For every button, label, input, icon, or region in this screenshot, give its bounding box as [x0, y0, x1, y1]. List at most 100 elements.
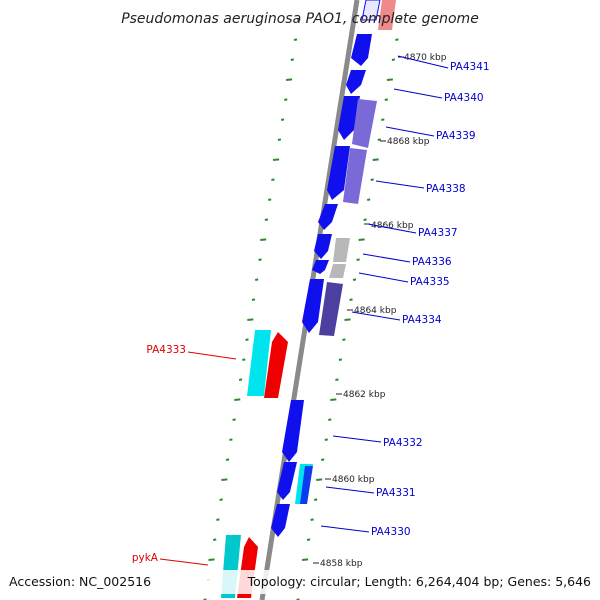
cds-feature[interactable] — [329, 264, 346, 278]
gene-label-pa4335[interactable]: PA4335 — [410, 276, 450, 288]
leader-line — [325, 486, 375, 494]
leader-line — [320, 525, 370, 533]
gc-dot — [356, 258, 360, 261]
gc-dot — [293, 38, 298, 41]
gc-dot — [328, 418, 332, 421]
tick-label: 4858 kbp — [320, 559, 363, 569]
gene-label-pa4341[interactable]: PA4341 — [450, 61, 490, 73]
gc-dot — [264, 218, 269, 221]
cds-feature[interactable] — [271, 504, 290, 537]
gc-dot — [349, 298, 353, 301]
gc-dot — [358, 238, 365, 241]
gc-dot — [367, 198, 371, 201]
feature-track — [221, 0, 396, 598]
gene-label-pa4334[interactable]: PA4334 — [402, 314, 442, 326]
cds-feature-reverse[interactable] — [247, 330, 271, 396]
leader-line — [159, 558, 209, 566]
gc-dot — [232, 418, 236, 421]
gene-label-pa4340[interactable]: PA4340 — [444, 92, 484, 104]
tick-label: 4866 kbp — [371, 221, 414, 231]
cds-feature[interactable] — [338, 96, 360, 140]
cds-feature[interactable] — [300, 466, 313, 504]
gc-dot — [321, 458, 325, 461]
gc-dot — [324, 438, 328, 441]
cds-feature[interactable] — [343, 148, 367, 204]
tick-label: 4862 kbp — [343, 390, 386, 400]
gc-dot — [258, 258, 262, 261]
leader-line — [358, 272, 409, 283]
gc-dot — [213, 538, 217, 541]
gc-dot — [234, 398, 241, 401]
cds-feature[interactable] — [318, 204, 338, 230]
gc-dot — [229, 438, 233, 441]
gene-label-pa4337[interactable]: PA4337 — [418, 227, 458, 239]
gc-dot — [208, 558, 215, 561]
gene-label-pa4333[interactable]: PA4333 — [146, 344, 186, 356]
gc-dot — [271, 178, 275, 181]
gc-dot — [386, 78, 393, 81]
gc-dot — [302, 558, 309, 561]
tick-label: 4864 kbp — [354, 306, 397, 316]
gene-label-pa4338[interactable]: PA4338 — [426, 183, 466, 195]
map-title: Pseudomonas aeruginosa PAO1, complete ge… — [121, 11, 479, 27]
cds-feature-reverse[interactable] — [264, 332, 288, 398]
gc-dot — [290, 58, 294, 61]
gc-dot — [225, 458, 230, 461]
cds-feature[interactable] — [282, 400, 304, 462]
gc-dot — [342, 338, 346, 341]
tick-label: 4860 kbp — [332, 475, 375, 485]
cds-feature[interactable] — [351, 34, 372, 66]
gc-dot — [363, 218, 367, 221]
gc-dot — [238, 378, 243, 381]
gc-dot — [219, 498, 223, 501]
gc-dot — [277, 138, 282, 141]
cds-feature[interactable] — [378, 0, 396, 30]
leader-line — [367, 223, 417, 234]
gc-dot — [377, 138, 381, 141]
cds-feature[interactable] — [319, 282, 343, 336]
leader-line — [385, 126, 435, 137]
tick-label: 4868 kbp — [387, 137, 430, 147]
gc-dot — [314, 498, 318, 501]
cds-feature[interactable] — [312, 260, 329, 274]
cds-feature[interactable] — [277, 462, 297, 500]
leader-line — [351, 311, 401, 321]
gene-label-pa4330[interactable]: PA4330 — [371, 526, 411, 538]
cds-feature[interactable] — [302, 279, 324, 333]
gc-dot — [338, 358, 343, 361]
gc-dot — [273, 158, 280, 161]
cds-feature[interactable] — [346, 70, 366, 94]
gc-dot — [310, 518, 314, 521]
gc-dot — [242, 358, 246, 361]
gc-dot — [306, 538, 311, 541]
gene-label-pa4331[interactable]: PA4331 — [376, 487, 416, 499]
cds-feature[interactable] — [352, 99, 377, 148]
topology-text: Topology: circular; Length: 6,264,404 bp… — [247, 574, 591, 589]
accession-text: Accession: NC_002516 — [9, 574, 151, 589]
gc-dot — [352, 278, 357, 281]
cds-feature[interactable] — [333, 238, 350, 262]
gene-label-pa4339[interactable]: PA4339 — [436, 130, 476, 142]
gc-dot — [297, 18, 301, 21]
gc-dot — [344, 318, 351, 321]
label-leaders — [159, 55, 449, 566]
leader-line — [332, 435, 382, 443]
cds-feature[interactable] — [327, 146, 350, 200]
leader-line — [187, 351, 237, 360]
gc-dot — [247, 318, 254, 321]
gene-label-pyka[interactable]: pykA — [132, 552, 159, 564]
gc-content-dots — [203, 18, 403, 600]
gene-label-pa4336[interactable]: PA4336 — [412, 256, 452, 268]
leader-line — [397, 55, 449, 69]
gc-dot — [391, 58, 396, 61]
gc-dot — [395, 38, 399, 41]
gc-dot — [260, 238, 267, 241]
gc-dot — [216, 518, 220, 521]
leader-line — [393, 88, 443, 99]
gc-dot — [255, 278, 259, 281]
gc-dot — [251, 298, 256, 301]
cds-feature[interactable] — [314, 234, 332, 259]
gene-label-pa4332[interactable]: PA4332 — [383, 437, 423, 449]
cds-feature[interactable] — [361, 0, 381, 21]
